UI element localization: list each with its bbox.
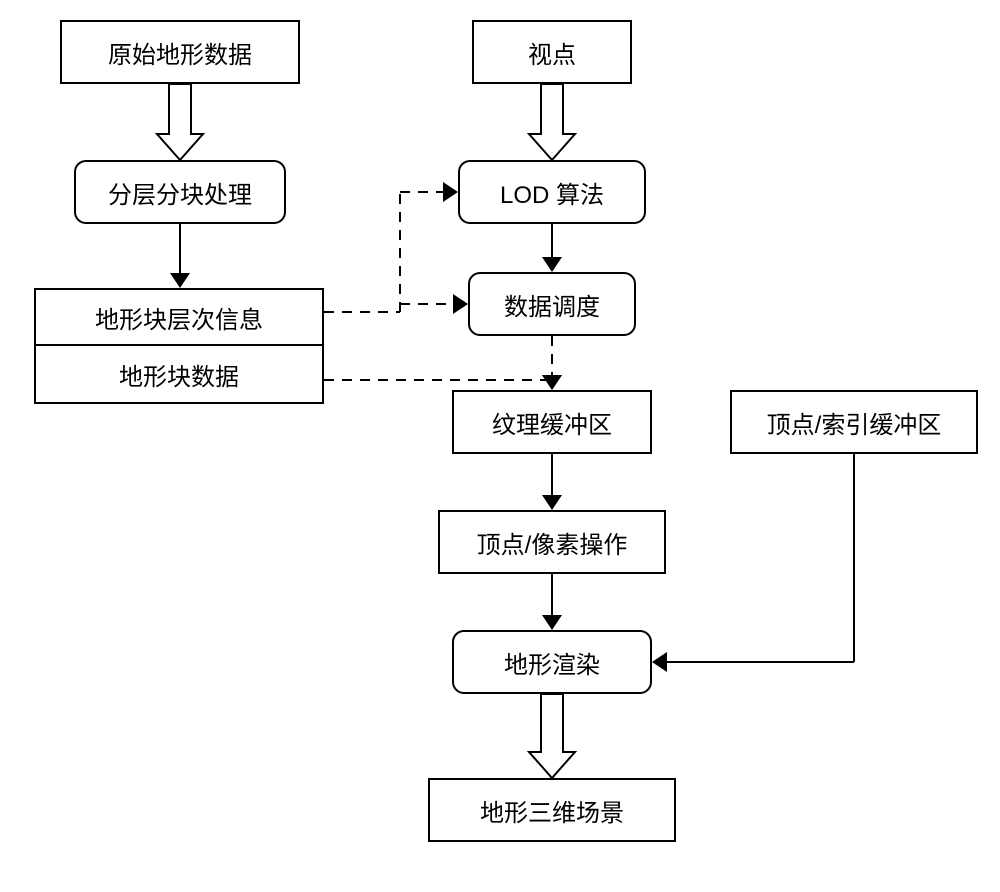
node-terrain-3d-scene: 地形三维场景 <box>428 778 676 842</box>
node-viewpoint: 视点 <box>472 20 632 84</box>
node-tile-level-info: 地形块层次信息 <box>34 288 324 346</box>
label: 顶点/索引缓冲区 <box>767 405 942 440</box>
label: 纹理缓冲区 <box>492 405 612 440</box>
label: LOD 算法 <box>500 175 604 210</box>
node-lod-algorithm: LOD 算法 <box>458 160 646 224</box>
node-terrain-render: 地形渲染 <box>452 630 652 694</box>
node-texture-buffer: 纹理缓冲区 <box>452 390 652 454</box>
label: 原始地形数据 <box>108 35 252 70</box>
label: 地形渲染 <box>504 645 600 680</box>
label: 顶点/像素操作 <box>477 525 628 560</box>
label: 数据调度 <box>504 287 600 322</box>
label: 地形三维场景 <box>480 793 624 828</box>
label: 分层分块处理 <box>108 175 252 210</box>
node-vertex-pixel-op: 顶点/像素操作 <box>438 510 666 574</box>
label: 视点 <box>528 35 576 70</box>
node-raw-terrain-data: 原始地形数据 <box>60 20 300 84</box>
label: 地形块层次信息 <box>95 300 263 335</box>
node-vertex-index-buffer: 顶点/索引缓冲区 <box>730 390 978 454</box>
node-tile-data: 地形块数据 <box>34 346 324 404</box>
label: 地形块数据 <box>119 357 239 392</box>
node-data-schedule: 数据调度 <box>468 272 636 336</box>
node-layer-tile-process: 分层分块处理 <box>74 160 286 224</box>
